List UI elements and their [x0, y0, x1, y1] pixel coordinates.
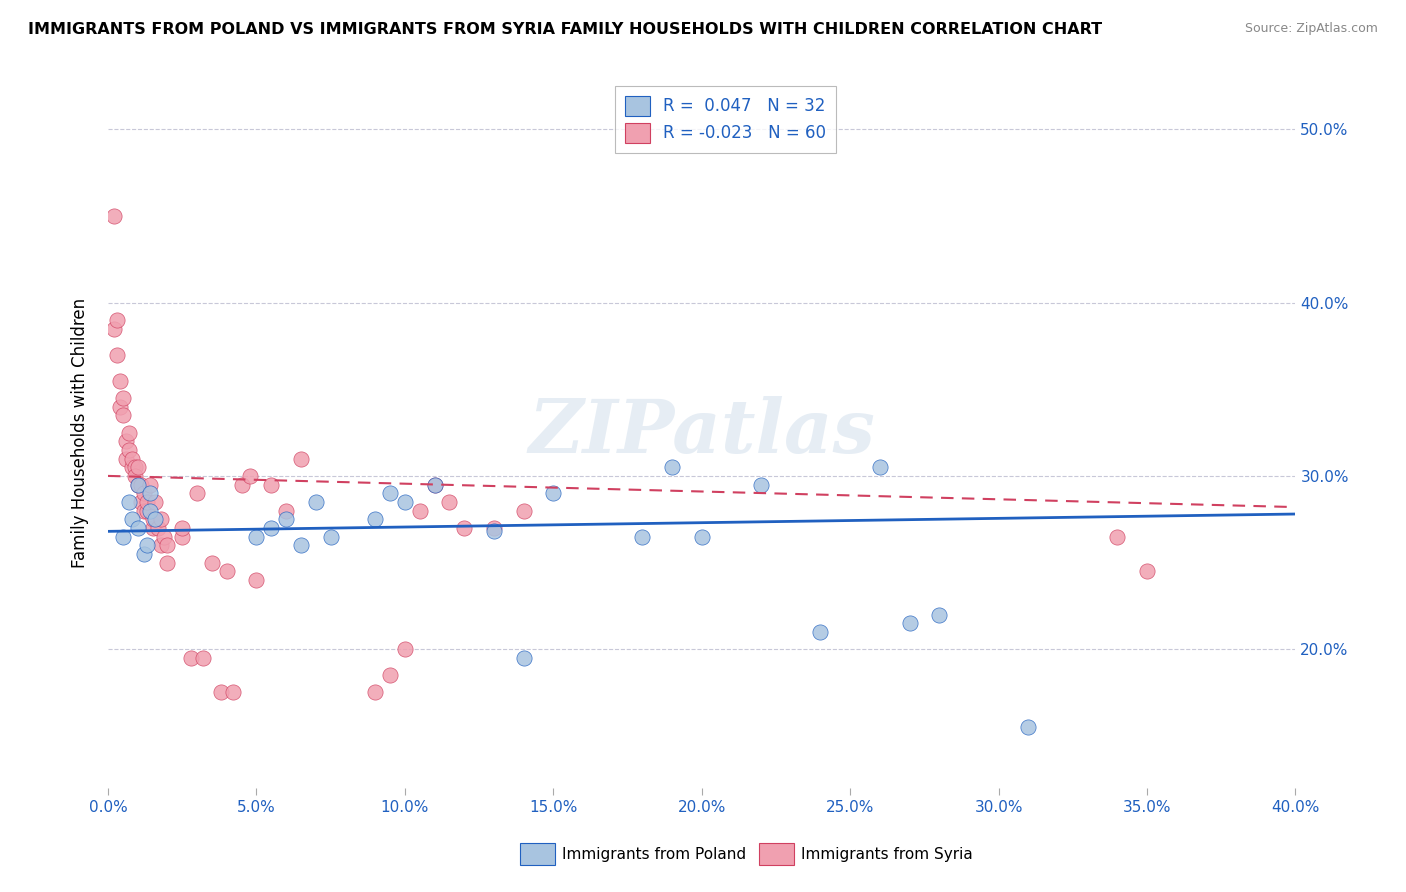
Point	[394, 495, 416, 509]
Point	[103, 321, 125, 335]
Point	[245, 573, 267, 587]
Point	[1017, 720, 1039, 734]
Text: Immigrants from Syria: Immigrants from Syria	[801, 847, 973, 862]
Point	[121, 512, 143, 526]
Point	[145, 512, 167, 526]
Point	[118, 495, 141, 509]
Point	[121, 451, 143, 466]
Point	[135, 538, 157, 552]
Point	[512, 503, 534, 517]
Point	[172, 521, 194, 535]
Point	[124, 469, 146, 483]
Point	[290, 451, 312, 466]
Point	[148, 521, 170, 535]
Point	[111, 391, 134, 405]
Point	[135, 495, 157, 509]
Point	[810, 624, 832, 639]
Point	[156, 538, 179, 552]
Point	[111, 530, 134, 544]
Point	[394, 642, 416, 657]
Point	[364, 512, 387, 526]
Point	[150, 512, 173, 526]
Point	[118, 425, 141, 440]
Point	[661, 460, 683, 475]
Point	[180, 650, 202, 665]
Point	[141, 521, 163, 535]
Point	[127, 477, 149, 491]
Point	[512, 650, 534, 665]
Point	[114, 434, 136, 449]
Point	[439, 495, 461, 509]
Point	[201, 556, 224, 570]
Point	[132, 486, 155, 500]
Point	[305, 495, 328, 509]
Point	[482, 524, 505, 539]
Point	[138, 477, 160, 491]
Point	[145, 495, 167, 509]
Point	[239, 469, 262, 483]
Point	[135, 503, 157, 517]
Point	[453, 521, 475, 535]
Point	[150, 538, 173, 552]
Point	[138, 486, 160, 500]
Text: IMMIGRANTS FROM POLAND VS IMMIGRANTS FROM SYRIA FAMILY HOUSEHOLDS WITH CHILDREN : IMMIGRANTS FROM POLAND VS IMMIGRANTS FRO…	[28, 22, 1102, 37]
Point	[111, 409, 134, 423]
Point	[898, 616, 921, 631]
Point	[274, 512, 297, 526]
Y-axis label: Family Households with Children: Family Households with Children	[72, 298, 89, 567]
Point	[260, 477, 283, 491]
Legend: R =  0.047   N = 32, R = -0.023   N = 60: R = 0.047 N = 32, R = -0.023 N = 60	[614, 86, 837, 153]
Point	[215, 564, 238, 578]
Text: Immigrants from Poland: Immigrants from Poland	[562, 847, 747, 862]
Point	[319, 530, 342, 544]
Point	[364, 685, 387, 699]
Point	[209, 685, 232, 699]
Point	[221, 685, 243, 699]
Point	[103, 209, 125, 223]
Point	[156, 556, 179, 570]
Point	[138, 503, 160, 517]
Point	[127, 477, 149, 491]
Point	[191, 650, 214, 665]
Point	[127, 460, 149, 475]
Point	[108, 374, 131, 388]
Point	[290, 538, 312, 552]
Point	[118, 442, 141, 457]
Point	[1107, 530, 1129, 544]
Point	[153, 530, 176, 544]
Point	[129, 495, 152, 509]
Point	[105, 348, 128, 362]
Point	[749, 477, 772, 491]
Point	[231, 477, 253, 491]
Point	[132, 503, 155, 517]
Point	[186, 486, 208, 500]
Point	[423, 477, 446, 491]
Point	[1136, 564, 1159, 578]
Point	[127, 521, 149, 535]
Point	[378, 486, 401, 500]
Point	[274, 503, 297, 517]
Text: ZIPatlas: ZIPatlas	[529, 396, 875, 469]
Point	[141, 512, 163, 526]
Point	[869, 460, 891, 475]
Point	[245, 530, 267, 544]
Point	[124, 460, 146, 475]
Point	[260, 521, 283, 535]
Point	[172, 530, 194, 544]
Point	[928, 607, 950, 622]
Point	[105, 313, 128, 327]
Point	[378, 668, 401, 682]
Point	[108, 400, 131, 414]
Point	[482, 521, 505, 535]
Point	[423, 477, 446, 491]
Point	[121, 460, 143, 475]
Point	[114, 451, 136, 466]
Point	[132, 547, 155, 561]
Point	[543, 486, 565, 500]
Point	[690, 530, 713, 544]
Text: Source: ZipAtlas.com: Source: ZipAtlas.com	[1244, 22, 1378, 36]
Point	[409, 503, 432, 517]
Point	[129, 477, 152, 491]
Point	[631, 530, 654, 544]
